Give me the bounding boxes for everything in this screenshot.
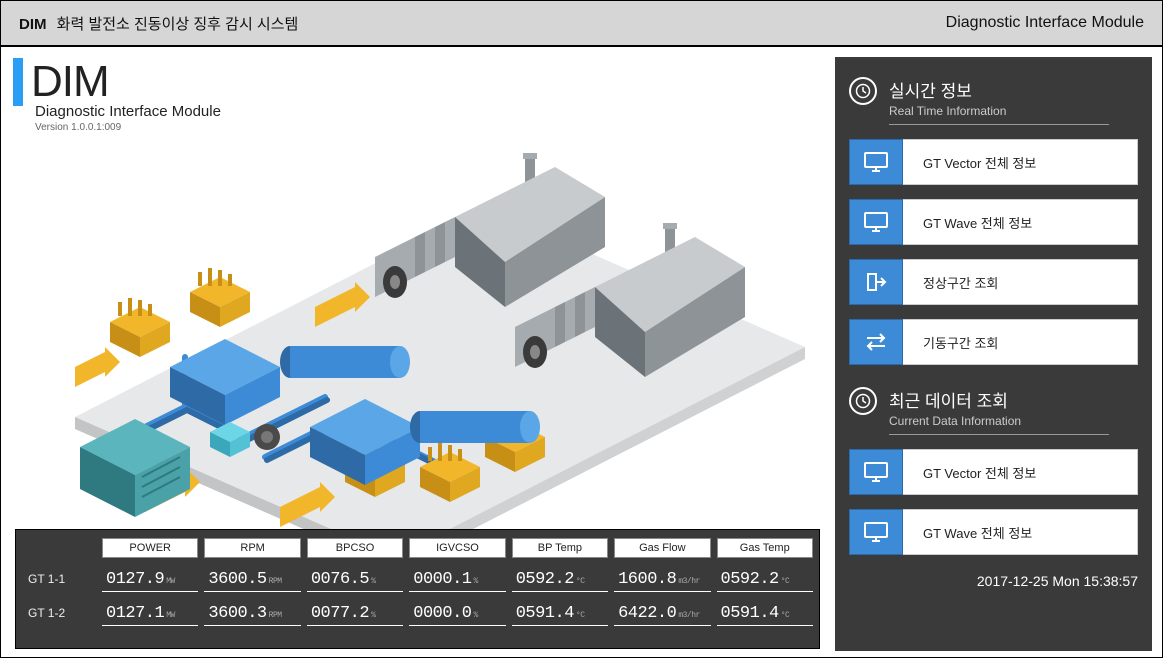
logo-accent xyxy=(13,58,23,106)
data-cell: 3600.5RPM xyxy=(204,566,300,592)
plant-diagram xyxy=(15,137,815,537)
monitor-icon xyxy=(849,199,903,245)
data-cell: 0592.2°C xyxy=(717,566,813,592)
nav-gt-vector-recent[interactable]: GT Vector 전체 정보 xyxy=(849,449,1138,495)
nav-label: 정상구간 조회 xyxy=(903,259,1138,305)
logo-text: DIM xyxy=(31,57,109,107)
nav-label: 기동구간 조회 xyxy=(903,319,1138,365)
export-icon xyxy=(849,259,903,305)
data-cell: 0591.4°C xyxy=(717,600,813,626)
col-header: RPM xyxy=(204,538,300,558)
data-cell: 0127.1MW xyxy=(102,600,198,626)
topbar-title-left: DIM 화력 발전소 진동이상 징후 감시 시스템 xyxy=(19,13,298,34)
col-header: IGVCSO xyxy=(409,538,505,558)
data-cell: 0592.2°C xyxy=(512,566,608,592)
nav-gt-wave-realtime[interactable]: GT Wave 전체 정보 xyxy=(849,199,1138,245)
logo-version: Version 1.0.0.1:009 xyxy=(35,122,825,133)
timestamp: 2017-12-25 Mon 15:38:57 xyxy=(849,573,1138,589)
nav-normal-range[interactable]: 정상구간 조회 xyxy=(849,259,1138,305)
data-cell: 3600.3RPM xyxy=(204,600,300,626)
main-content: DIM Diagnostic Interface Module Version … xyxy=(1,47,831,657)
clock-icon xyxy=(849,387,877,415)
section-recent-title: 최근 데이터 조회 Current Data Information xyxy=(849,387,1138,435)
section-title-en: Current Data Information xyxy=(889,414,1109,435)
top-bar: DIM 화력 발전소 진동이상 징후 감시 시스템 Diagnostic Int… xyxy=(1,1,1162,47)
data-cell: 0000.0% xyxy=(409,600,505,626)
logo-subtitle: Diagnostic Interface Module xyxy=(35,103,825,120)
app-title-kr: 화력 발전소 진동이상 징후 감시 시스템 xyxy=(57,16,299,33)
topbar-title-right: Diagnostic Interface Module xyxy=(946,14,1144,32)
clock-icon xyxy=(849,77,877,105)
monitor-icon xyxy=(849,139,903,185)
data-cell: 0591.4°C xyxy=(512,600,608,626)
col-header: BP Temp xyxy=(512,538,608,558)
nav-label: GT Vector 전체 정보 xyxy=(903,449,1138,495)
col-header: Gas Temp xyxy=(717,538,813,558)
row-label: GT 1-1 xyxy=(22,572,96,586)
col-header: BPCSO xyxy=(307,538,403,558)
logo-block: DIM Diagnostic Interface Module Version … xyxy=(13,57,825,133)
data-row: GT 1-1 0127.9MW 3600.5RPM 0076.5% 0000.1… xyxy=(22,566,813,592)
section-title-kr: 최근 데이터 조회 xyxy=(889,387,1109,412)
data-panel: POWER RPM BPCSO IGVCSO BP Temp Gas Flow … xyxy=(15,529,820,649)
data-row: GT 1-2 0127.1MW 3600.3RPM 0077.2% 0000.0… xyxy=(22,600,813,626)
section-title-kr: 실시간 정보 xyxy=(889,77,1109,102)
nav-label: GT Wave 전체 정보 xyxy=(903,509,1138,555)
monitor-icon xyxy=(849,449,903,495)
data-cell: 0076.5% xyxy=(307,566,403,592)
section-realtime-title: 실시간 정보 Real Time Information xyxy=(849,77,1138,125)
col-header: POWER xyxy=(102,538,198,558)
nav-label: GT Vector 전체 정보 xyxy=(903,139,1138,185)
sidebar: 실시간 정보 Real Time Information GT Vector 전… xyxy=(835,57,1152,651)
data-cell: 0000.1% xyxy=(409,566,505,592)
row-label: GT 1-2 xyxy=(22,606,96,620)
section-title-en: Real Time Information xyxy=(889,104,1109,125)
swap-icon xyxy=(849,319,903,365)
monitor-icon xyxy=(849,509,903,555)
nav-startup-range[interactable]: 기동구간 조회 xyxy=(849,319,1138,365)
nav-gt-wave-recent[interactable]: GT Wave 전체 정보 xyxy=(849,509,1138,555)
data-header-row: POWER RPM BPCSO IGVCSO BP Temp Gas Flow … xyxy=(102,538,813,558)
diagram-svg xyxy=(15,137,815,537)
data-cell: 0127.9MW xyxy=(102,566,198,592)
data-cell: 0077.2% xyxy=(307,600,403,626)
nav-label: GT Wave 전체 정보 xyxy=(903,199,1138,245)
col-header: Gas Flow xyxy=(614,538,710,558)
data-cell: 1600.8m3/hr xyxy=(614,566,710,592)
data-cell: 6422.0m3/hr xyxy=(614,600,710,626)
app-abbrev: DIM xyxy=(19,16,47,33)
nav-gt-vector-realtime[interactable]: GT Vector 전체 정보 xyxy=(849,139,1138,185)
